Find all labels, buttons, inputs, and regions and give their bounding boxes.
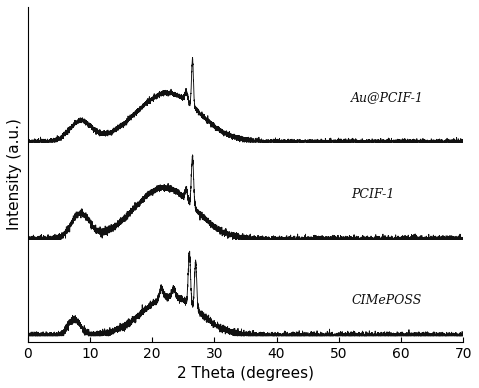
- Text: CIMePOSS: CIMePOSS: [351, 294, 422, 307]
- X-axis label: 2 Theta (degrees): 2 Theta (degrees): [177, 366, 314, 381]
- Y-axis label: Intensity (a.u.): Intensity (a.u.): [7, 118, 22, 230]
- Text: Au@PCIF-1: Au@PCIF-1: [351, 91, 424, 104]
- Text: PCIF-1: PCIF-1: [351, 188, 395, 201]
